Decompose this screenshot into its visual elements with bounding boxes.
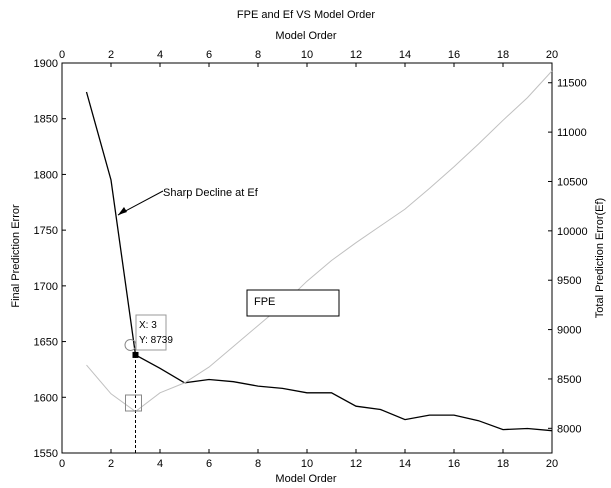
y-right-tick-label: 8000 xyxy=(557,423,581,435)
datatip-circle xyxy=(124,338,137,351)
plot-area xyxy=(61,62,553,454)
x-tick-label-top: 18 xyxy=(497,49,509,61)
y-right-tick-label: 9500 xyxy=(557,275,581,287)
x-tick-label-top: 20 xyxy=(546,49,558,61)
datatip-y: Y: 8739 xyxy=(139,335,173,346)
x-tick-label-top: 0 xyxy=(59,49,65,61)
x-tick-label: 14 xyxy=(399,458,411,470)
x-tick-label: 4 xyxy=(157,458,163,470)
fpe-textbox-label: FPE xyxy=(254,296,275,308)
x-tick-label-top: 8 xyxy=(255,49,261,61)
fpe-textbox xyxy=(246,289,340,317)
y-right-tick-label: 10500 xyxy=(557,176,588,188)
x-tick-label-top: 4 xyxy=(157,49,163,61)
y-left-tick-label: 1600 xyxy=(34,392,58,404)
series-line-ef xyxy=(86,70,553,413)
y-axis-label-left: Final Prediction Error xyxy=(10,204,22,308)
x-axis-label-top: Model Order xyxy=(275,30,336,42)
x-tick-label: 18 xyxy=(497,458,509,470)
axis-ticks: 0 0 2 2 4 4 6 6 8 8 10 10 12 12 14 14 16 16 18 18 20 20 1550 16… xyxy=(34,49,588,470)
minimum-square-marker xyxy=(125,394,142,412)
arrow-annotation-text: Sharp Decline at Ef xyxy=(163,187,259,199)
annotations: Sharp Decline at Ef X: 3 Y: 8739 FPE xyxy=(117,187,340,453)
x-tick-label: 8 xyxy=(255,458,261,470)
x-tick-label: 0 xyxy=(59,458,65,470)
x-tick-label-top: 14 xyxy=(399,49,411,61)
x-tick-label: 6 xyxy=(206,458,212,470)
arrow-head xyxy=(118,207,127,215)
datatip-x: X: 3 xyxy=(139,320,157,331)
series-group xyxy=(85,70,553,432)
y-right-tick-label: 9000 xyxy=(557,325,581,337)
y-left-tick-label: 1750 xyxy=(34,225,58,237)
x-tick-label-top: 10 xyxy=(301,49,313,61)
x-tick-label-top: 16 xyxy=(448,49,460,61)
y-left-tick-label: 1700 xyxy=(34,281,58,293)
y-left-tick-label: 1650 xyxy=(34,337,58,349)
y-right-tick-label: 10000 xyxy=(557,226,588,238)
datatip-box xyxy=(135,314,167,351)
series-line-fpe xyxy=(85,91,553,432)
chart-title: FPE and Ef VS Model Order xyxy=(237,9,376,21)
x-tick-label-top: 12 xyxy=(350,49,362,61)
x-tick-label-top: 2 xyxy=(108,49,114,61)
y-axis-label-right: Total Prediction Error(Ef) xyxy=(594,198,606,318)
x-tick-label: 10 xyxy=(301,458,313,470)
y-right-tick-label: 11500 xyxy=(557,78,587,90)
y-left-tick-label: 1850 xyxy=(34,114,58,126)
y-left-tick-label: 1900 xyxy=(34,58,58,70)
y-left-tick-label: 1800 xyxy=(34,169,58,181)
y-left-tick-label: 1550 xyxy=(34,448,58,460)
y-right-tick-label: 8500 xyxy=(557,374,581,386)
x-tick-label: 2 xyxy=(108,458,114,470)
x-tick-label: 20 xyxy=(546,458,558,470)
x-tick-label-top: 6 xyxy=(206,49,212,61)
x-axis-label: Model Order xyxy=(275,473,336,485)
x-tick-label: 12 xyxy=(350,458,362,470)
y-right-tick-label: 11000 xyxy=(557,127,587,139)
selected-point-marker xyxy=(132,351,139,358)
x-tick-label: 16 xyxy=(448,458,460,470)
